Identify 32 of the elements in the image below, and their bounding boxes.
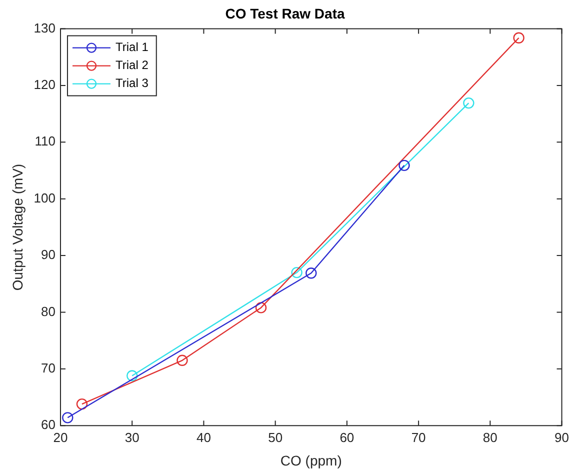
x-tick-label: 20 (53, 430, 68, 445)
point (255, 302, 267, 314)
y-tick-label: 80 (41, 304, 56, 319)
x-tick-label: 50 (268, 430, 283, 445)
point (398, 160, 410, 172)
point (291, 266, 302, 278)
y-tick-label: 90 (41, 247, 56, 262)
legend-label: Trial 3 (115, 76, 149, 90)
point (126, 370, 138, 382)
chart-title: CO Test Raw Data (225, 5, 345, 22)
point (463, 97, 474, 109)
x-tick-label: 80 (482, 430, 498, 445)
x-axis-title: CO (ppm) (280, 452, 342, 468)
y-tick-label: 130 (34, 20, 56, 36)
legend-label: Trial 1 (115, 40, 149, 54)
x-tick-label: 60 (340, 430, 354, 445)
point (176, 354, 188, 366)
y-tick-label: 110 (34, 134, 56, 149)
legend-label: Trial 2 (115, 58, 149, 72)
x-tick-label: 30 (124, 430, 140, 445)
y-tick-label: 100 (34, 190, 56, 206)
x-tick-label: 40 (196, 430, 211, 445)
y-axis-title: Output Voltage (mV) (9, 164, 26, 291)
y-tick-label: 60 (41, 417, 56, 432)
point (306, 268, 317, 279)
y-tick-label: 120 (34, 77, 56, 92)
x-tick-label: 90 (554, 430, 570, 445)
point (513, 32, 524, 44)
point (62, 412, 74, 424)
point (76, 398, 88, 410)
y-tick-label: 70 (41, 360, 56, 376)
x-tick-label: 70 (411, 430, 426, 445)
